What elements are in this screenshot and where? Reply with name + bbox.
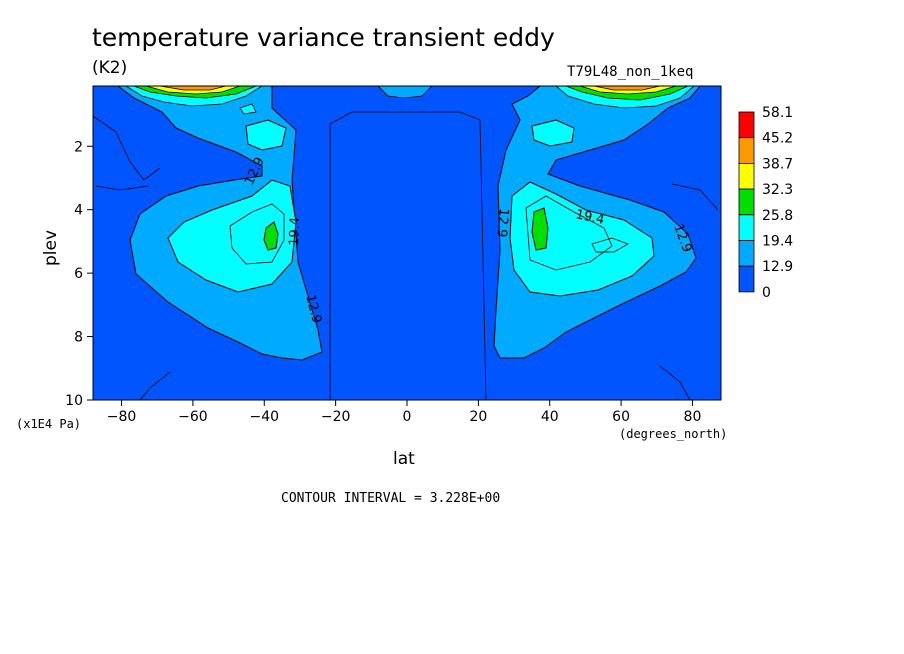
band-19.4-nh xyxy=(509,181,655,297)
units-label: (K2) xyxy=(92,58,127,78)
colorbar-label: 19.4 xyxy=(762,234,793,250)
contour-label: 12.9 xyxy=(302,293,324,325)
colorbar-swatch xyxy=(738,265,755,293)
band-19.4-sh xyxy=(167,179,297,293)
colorbar-swatch xyxy=(738,162,755,190)
chart-title: temperature variance transient eddy xyxy=(92,23,555,52)
y-tick-label: 10 xyxy=(65,393,83,409)
top-nh-orange xyxy=(593,86,661,91)
colorbar-label: 0 xyxy=(762,285,771,301)
x-tick-label: 20 xyxy=(469,409,487,425)
x-axis-label: lat xyxy=(393,449,415,469)
colorbar-label: 12.9 xyxy=(762,259,793,275)
colorbar-label: 38.7 xyxy=(762,156,793,172)
colorbar: 58.1 45.2 38.7 32.3 25.8 19.4 12.9 0 xyxy=(738,105,793,301)
run-label: T79L48_non_1keq xyxy=(567,64,693,80)
colorbar-swatch xyxy=(738,137,755,164)
y-axis: 2 4 6 8 10 xyxy=(65,139,93,409)
y-tick-label: 4 xyxy=(74,203,83,219)
x-tick-label: 0 xyxy=(403,409,412,425)
y-axis-label: plev xyxy=(41,230,61,266)
contour-interval: CONTOUR INTERVAL = 3.228E+00 xyxy=(281,491,500,506)
x-tick-label: 60 xyxy=(612,409,630,425)
y-tick-label: 2 xyxy=(74,139,83,155)
colorbar-swatch xyxy=(738,240,755,267)
contour-label: 12.9 xyxy=(493,208,510,238)
colorbar-swatch xyxy=(738,188,755,216)
x-tick-label: 80 xyxy=(684,409,702,425)
x-tick-label: −80 xyxy=(107,409,137,425)
x-tick-label: 40 xyxy=(541,409,559,425)
x-unit-label: (degrees_north) xyxy=(619,427,727,441)
colorbar-label: 25.8 xyxy=(762,208,793,224)
x-tick-label: −20 xyxy=(321,409,351,425)
colorbar-swatch xyxy=(738,214,755,241)
y-unit-label: (x1E4 Pa) xyxy=(16,417,81,431)
top-eq-cap xyxy=(377,86,433,99)
y-tick-label: 8 xyxy=(74,330,83,346)
colorbar-label: 45.2 xyxy=(762,131,793,147)
band-25.8-nh xyxy=(531,207,549,251)
contour-label: 19.4 xyxy=(574,207,605,228)
contour-field xyxy=(93,86,721,400)
colorbar-label: 32.3 xyxy=(762,182,793,198)
y-tick-label: 6 xyxy=(74,266,83,282)
top-sh-orange xyxy=(159,86,227,91)
contour-label: 19.4 xyxy=(287,217,303,246)
x-axis: −80 −60 −40 −20 0 20 40 60 80 xyxy=(107,400,702,425)
colorbar-swatch xyxy=(738,111,755,139)
band-19.4-nh-upper xyxy=(531,119,575,147)
band-25.8-sh xyxy=(263,221,279,251)
x-tick-label: −60 xyxy=(178,409,208,425)
colorbar-label: 58.1 xyxy=(762,105,793,121)
band-19.4-sh-upper xyxy=(245,119,287,151)
x-tick-label: −40 xyxy=(249,409,279,425)
